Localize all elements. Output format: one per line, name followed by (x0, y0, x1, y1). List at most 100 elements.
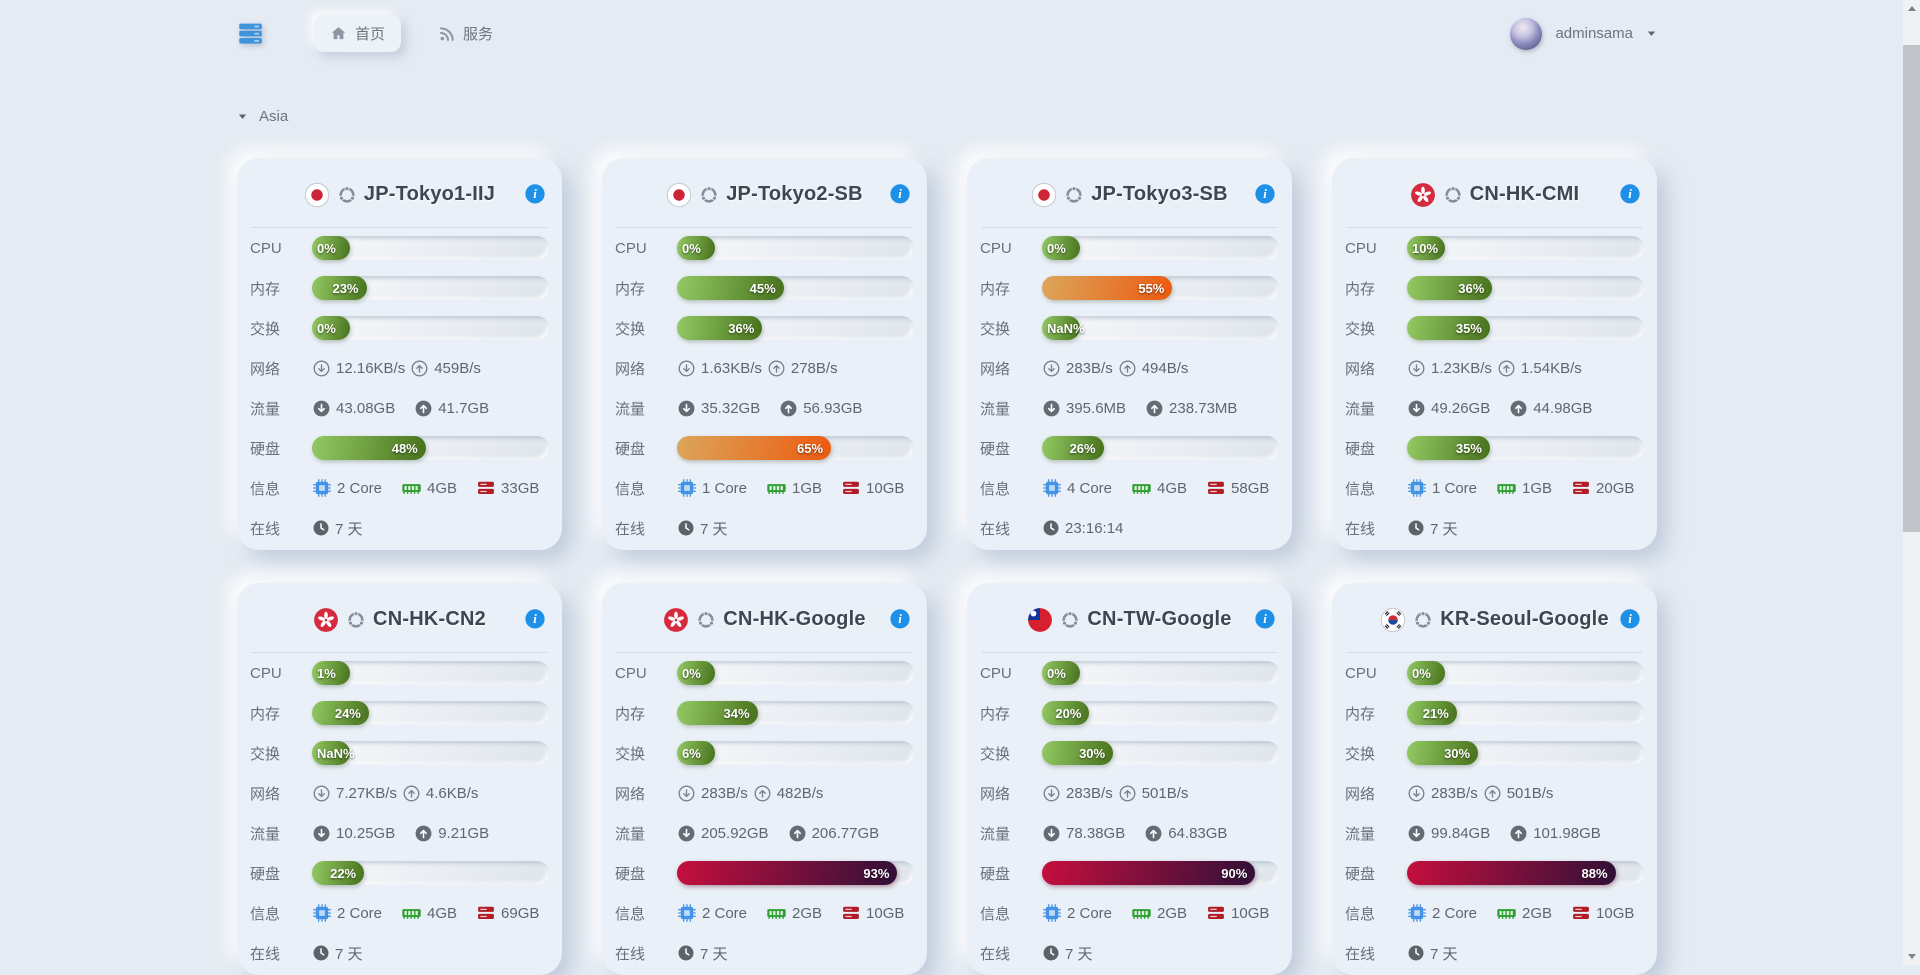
server-info-button[interactable]: i (1619, 607, 1641, 629)
traffic-down-value: 78.38GB (1066, 824, 1126, 842)
network-up-value: 1.54KB/s (1520, 359, 1582, 377)
row-label-disk: 硬盘 (1345, 440, 1376, 458)
network-row: 网络 283B/s 501B/s (1345, 773, 1644, 813)
swap-percent: NaN% (1047, 320, 1085, 336)
info-values: 1 Core 1GB 20GB (1407, 478, 1634, 499)
svg-text:i: i (898, 612, 902, 626)
swap-progressbar: 36% (677, 316, 914, 340)
divider (1347, 227, 1642, 228)
traffic-up-icon (788, 824, 807, 843)
country-flag-icon (663, 607, 689, 633)
cpu-percent: 0% (317, 240, 336, 256)
server-name: CN-HK-CN2 (373, 608, 486, 630)
card-header: JP-Tokyo1-IIJ i (250, 158, 549, 227)
cpu-row: CPU 0% (615, 228, 914, 268)
swap-percent: 36% (728, 320, 755, 336)
online-value: 7 天 (1430, 520, 1458, 538)
row-label-network: 网络 (980, 785, 1011, 803)
info-cores-value: 1 Core (1432, 479, 1478, 497)
row-label-traffic: 流量 (250, 400, 281, 418)
row-label-info: 信息 (250, 905, 281, 923)
traffic-down-value: 49.26GB (1431, 399, 1491, 417)
server-info-button[interactable]: i (889, 607, 911, 629)
scrollbar-up-button[interactable] (1903, 0, 1920, 17)
traffic-up-icon (414, 399, 433, 418)
traffic-values: 49.26GB 44.98GB (1407, 399, 1592, 418)
network-row: 网络 1.63KB/s 278B/s (615, 348, 914, 388)
server-info-button[interactable]: i (889, 182, 911, 204)
row-label-online: 在线 (615, 945, 646, 963)
server-info-button[interactable]: i (524, 607, 546, 629)
network-values: 283B/s 482B/s (677, 784, 823, 803)
svg-text:i: i (1628, 187, 1632, 201)
info-values: 2 Core 2GB 10GB (1042, 903, 1269, 924)
scrollbar-down-button[interactable] (1903, 948, 1920, 965)
hdd-icon (1206, 478, 1226, 498)
memory-progressbar: 36% (1407, 276, 1644, 300)
info-cores-value: 2 Core (1067, 904, 1113, 922)
online-value: 7 天 (335, 520, 363, 538)
row-label-network: 网络 (1345, 360, 1376, 378)
info-values: 2 Core 2GB 10GB (677, 903, 904, 924)
scrollbar-thumb[interactable] (1903, 45, 1920, 532)
online-row: 在线 7 天 (250, 508, 549, 548)
user-menu[interactable]: adminsama (1510, 17, 1657, 50)
server-info-button[interactable]: i (1254, 182, 1276, 204)
network-row: 网络 283B/s 494B/s (980, 348, 1279, 388)
traffic-up-value: 56.93GB (803, 399, 863, 417)
row-label-info: 信息 (1345, 905, 1376, 923)
traffic-row: 流量 395.6MB 238.73MB (980, 388, 1279, 428)
region-section-header[interactable]: Asia (237, 108, 1694, 125)
online-value: 23:16:14 (1065, 519, 1124, 537)
memory-progressbar: 21% (1407, 701, 1644, 725)
info-ram-value: 2GB (1522, 904, 1553, 922)
tab-home[interactable]: 首页 (314, 15, 402, 52)
info-row: 信息 2 Core 4GB 33GB (250, 468, 549, 508)
row-label-online: 在线 (980, 520, 1011, 538)
info-storage-value: 58GB (1231, 479, 1270, 497)
row-label-traffic: 流量 (615, 825, 646, 843)
svg-text:i: i (898, 187, 902, 201)
avatar[interactable] (1510, 17, 1543, 50)
swap-percent: 35% (1455, 320, 1482, 336)
info-cores-value: 2 Core (337, 904, 383, 922)
top-navbar: 首页 服务 adminsama (237, 0, 1657, 52)
server-info-button[interactable]: i (524, 182, 546, 204)
upload-speed-icon (1497, 359, 1516, 378)
info-cores-value: 2 Core (337, 479, 383, 497)
server-info-button[interactable]: i (1254, 607, 1276, 629)
row-label-network: 网络 (1345, 785, 1376, 803)
swap-row: 交换 30% (980, 733, 1279, 773)
row-label-network: 网络 (250, 785, 281, 803)
memory-progressbar: 20% (1042, 701, 1279, 725)
cpu-progressbar: 0% (1042, 661, 1279, 685)
server-card: CN-HK-CN2 i CPU 1% 内存 24% 交换 NaN% 网络 (237, 583, 562, 975)
info-values: 1 Core 1GB 10GB (677, 478, 904, 499)
server-card: CN-HK-CMI i CPU 10% 内存 36% 交换 35% 网络 (1332, 158, 1657, 550)
tab-services[interactable]: 服务 (423, 15, 509, 52)
info-row: 信息 2 Core 4GB 69GB (250, 893, 549, 933)
traffic-up-value: 101.98GB (1533, 824, 1601, 842)
row-label-traffic: 流量 (1345, 825, 1376, 843)
card-header: JP-Tokyo3-SB i (980, 158, 1279, 227)
row-label-network: 网络 (250, 360, 281, 378)
swap-row: 交换 NaN% (250, 733, 549, 773)
traffic-down-icon (1407, 824, 1426, 843)
memory-progressbar: 34% (677, 701, 914, 725)
row-label-cpu: CPU (980, 239, 1012, 257)
online-value-group: 7 天 (677, 943, 728, 964)
swap-progressbar: 0% (312, 316, 549, 340)
tab-home-label: 首页 (355, 26, 386, 43)
chip-icon (677, 478, 697, 498)
network-values: 283B/s 501B/s (1042, 784, 1188, 803)
card-header: CN-HK-Google i (615, 583, 914, 652)
disk-row: 硬盘 88% (1345, 853, 1644, 893)
server-info-button[interactable]: i (1619, 182, 1641, 204)
ubuntu-os-icon (337, 185, 357, 205)
row-label-swap: 交换 (250, 745, 281, 763)
traffic-down-value: 35.32GB (701, 399, 761, 417)
online-row: 在线 7 天 (615, 933, 914, 973)
scrollbar[interactable] (1903, 0, 1920, 965)
card-header: KR-Seoul-Google i (1345, 583, 1644, 652)
row-label-network: 网络 (615, 785, 646, 803)
